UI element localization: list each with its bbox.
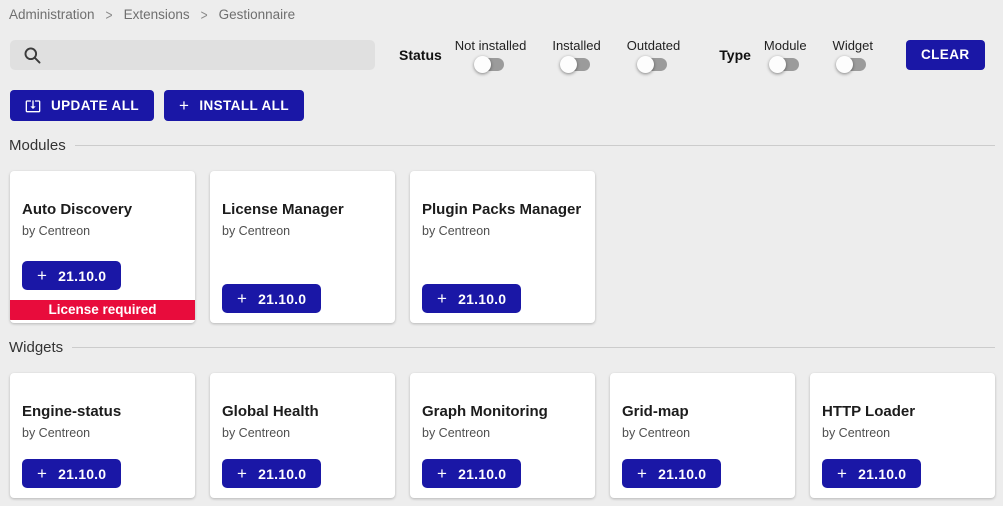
- filter-toolbar: Status Not installed Installed Outdated …: [10, 38, 985, 73]
- toggle-switch-icon[interactable]: [836, 56, 867, 73]
- section-divider: [74, 145, 995, 146]
- widgets-section: Widgets Engine-status by Centreon + 21.1…: [0, 339, 1003, 498]
- extension-card-license-manager[interactable]: License Manager by Centreon + 21.10.0: [210, 171, 395, 323]
- version-label: 21.10.0: [458, 465, 507, 482]
- toggle-installed[interactable]: Installed: [552, 38, 601, 73]
- breadcrumb-extensions[interactable]: Extensions: [123, 7, 190, 22]
- modules-card-row: Auto Discovery by Centreon + 21.10.0 Lic…: [10, 171, 995, 323]
- install-all-button[interactable]: + INSTALL ALL: [164, 90, 304, 121]
- version-label: 21.10.0: [458, 290, 507, 307]
- install-version-button[interactable]: + 21.10.0: [822, 459, 922, 488]
- card-title: Graph Monitoring: [422, 403, 548, 420]
- version-label: 21.10.0: [658, 465, 707, 482]
- modules-section-header: Modules: [9, 137, 995, 154]
- card-title: Grid-map: [622, 403, 689, 420]
- toggle-not-installed[interactable]: Not installed: [454, 38, 527, 73]
- plus-icon: +: [179, 96, 190, 115]
- card-author: by Centreon: [422, 425, 491, 440]
- card-author: by Centreon: [622, 425, 691, 440]
- toggle-switch-icon[interactable]: [474, 56, 505, 73]
- breadcrumb-administration[interactable]: Administration: [9, 7, 95, 22]
- plus-icon: +: [37, 464, 48, 483]
- card-author: by Centreon: [422, 223, 491, 238]
- card-title: License Manager: [222, 201, 344, 218]
- install-all-label: INSTALL ALL: [199, 98, 289, 113]
- extension-card-http-loader[interactable]: HTTP Loader by Centreon + 21.10.0: [810, 373, 995, 498]
- plus-icon: +: [237, 289, 248, 308]
- toggle-switch-icon[interactable]: [637, 56, 668, 73]
- card-author: by Centreon: [222, 223, 291, 238]
- card-author: by Centreon: [222, 425, 291, 440]
- install-version-button[interactable]: + 21.10.0: [622, 459, 722, 488]
- card-title: Plugin Packs Manager: [422, 201, 582, 218]
- widgets-card-row: Engine-status by Centreon + 21.10.0 Glob…: [10, 373, 995, 498]
- plus-icon: +: [437, 289, 448, 308]
- widgets-section-header: Widgets: [9, 339, 995, 356]
- card-title: Engine-status: [22, 403, 122, 420]
- breadcrumb-gestionnaire[interactable]: Gestionnaire: [218, 7, 296, 22]
- plus-icon: +: [437, 464, 448, 483]
- extension-card-auto-discovery[interactable]: Auto Discovery by Centreon + 21.10.0 Lic…: [10, 171, 195, 323]
- card-author: by Centreon: [822, 425, 891, 440]
- version-label: 21.10.0: [258, 290, 307, 307]
- plus-icon: +: [837, 464, 848, 483]
- type-filter-label: Type: [719, 46, 751, 63]
- plus-icon: +: [637, 464, 648, 483]
- toggle-installed-label: Installed: [552, 38, 601, 53]
- search-field-wrapper: [10, 39, 375, 70]
- card-author: by Centreon: [22, 425, 91, 440]
- update-all-button[interactable]: UPDATE ALL: [10, 90, 154, 121]
- toggle-switch-icon[interactable]: [560, 56, 591, 73]
- extension-card-graph-monitoring[interactable]: Graph Monitoring by Centreon + 21.10.0: [410, 373, 595, 498]
- card-title: HTTP Loader: [822, 403, 916, 420]
- toggle-switch-icon[interactable]: [768, 56, 799, 73]
- widgets-section-title: Widgets: [9, 339, 64, 356]
- extension-card-grid-map[interactable]: Grid-map by Centreon + 21.10.0: [610, 373, 795, 498]
- modules-section: Modules Auto Discovery by Centreon + 21.…: [0, 137, 1003, 323]
- clear-filters-button[interactable]: CLEAR: [906, 39, 985, 70]
- toggle-widget[interactable]: Widget: [832, 38, 874, 73]
- extension-card-global-health[interactable]: Global Health by Centreon + 21.10.0: [210, 373, 395, 498]
- modules-section-title: Modules: [9, 137, 66, 154]
- install-version-button[interactable]: + 21.10.0: [222, 459, 322, 488]
- install-version-button[interactable]: + 21.10.0: [22, 261, 122, 290]
- status-filter-label: Status: [399, 46, 442, 63]
- version-label: 21.10.0: [58, 465, 107, 482]
- plus-icon: +: [237, 464, 248, 483]
- section-divider: [72, 347, 995, 348]
- breadcrumb: Administration > Extensions > Gestionnai…: [0, 0, 1003, 24]
- toggle-module[interactable]: Module: [763, 38, 807, 73]
- toggle-outdated[interactable]: Outdated: [626, 38, 681, 73]
- card-title: Auto Discovery: [22, 201, 133, 218]
- install-version-button[interactable]: + 21.10.0: [222, 284, 322, 313]
- search-input[interactable]: [10, 39, 375, 70]
- install-version-button[interactable]: + 21.10.0: [22, 459, 122, 488]
- version-label: 21.10.0: [258, 465, 307, 482]
- install-version-button[interactable]: + 21.10.0: [422, 459, 522, 488]
- card-author: by Centreon: [22, 223, 91, 238]
- toggle-not-installed-label: Not installed: [454, 38, 527, 53]
- license-required-badge: License required: [10, 300, 195, 320]
- card-title: Global Health: [222, 403, 319, 420]
- toggle-widget-label: Widget: [832, 38, 874, 53]
- breadcrumb-separator-icon: >: [105, 5, 113, 24]
- version-label: 21.10.0: [58, 267, 107, 284]
- update-download-icon: [25, 99, 41, 112]
- toggle-module-label: Module: [763, 38, 807, 53]
- update-all-label: UPDATE ALL: [51, 98, 139, 113]
- toggle-outdated-label: Outdated: [626, 38, 681, 53]
- plus-icon: +: [37, 266, 48, 285]
- extension-card-plugin-packs-manager[interactable]: Plugin Packs Manager by Centreon + 21.10…: [410, 171, 595, 323]
- breadcrumb-separator-icon: >: [200, 5, 208, 24]
- install-version-button[interactable]: + 21.10.0: [422, 284, 522, 313]
- extension-card-engine-status[interactable]: Engine-status by Centreon + 21.10.0: [10, 373, 195, 498]
- bulk-actions-row: UPDATE ALL + INSTALL ALL: [10, 90, 993, 121]
- search-icon: [24, 47, 41, 63]
- version-label: 21.10.0: [858, 465, 907, 482]
